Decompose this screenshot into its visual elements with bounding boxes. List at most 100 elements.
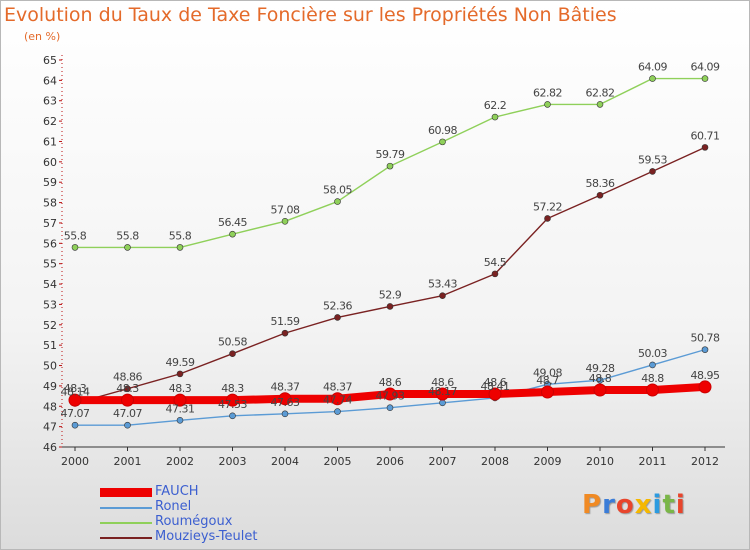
- y-tick-label: 49: [43, 380, 57, 393]
- x-tick-label: 2011: [639, 455, 667, 468]
- data-label-fauch: 48.3: [116, 382, 139, 395]
- axes: 46 47 48 49 50 51 52 53 54 55 56 57 58 59 60 61 62 63 64 65…: [43, 54, 725, 468]
- x-tick-label: 2001: [114, 455, 142, 468]
- logo-letter: x: [634, 490, 653, 520]
- data-point-fauch: [488, 387, 502, 401]
- data-labels: 48.3 48.3 48.3 48.3 48.37 48.37 48.6 48.6 48.6 48…: [61, 61, 721, 421]
- y-tick-label: 52: [43, 319, 57, 332]
- data-label-mouzieys-teulet: 49.59: [166, 356, 195, 369]
- y-tick-label: 50: [43, 360, 57, 373]
- data-label-roum-goux: 64.09: [691, 61, 720, 74]
- data-label-ronel: 48.41: [481, 380, 510, 393]
- data-point-fauch: [593, 383, 607, 397]
- x-tick-label: 2006: [376, 455, 404, 468]
- data-point-fauch: [121, 393, 134, 407]
- y-tick-label: 55: [43, 258, 57, 271]
- data-point-roum-goux: [439, 138, 446, 146]
- data-point-mouzieys-teulet: [701, 144, 709, 151]
- x-tick-label: 2002: [166, 455, 194, 468]
- data-point-fauch: [278, 392, 292, 406]
- data-label-mouzieys-teulet: 57.22: [533, 200, 562, 213]
- data-point-ronel: [229, 412, 236, 420]
- y-tick-label: 46: [43, 441, 57, 454]
- data-label-mouzieys-teulet: 58.36: [586, 177, 615, 190]
- data-label-roum-goux: 56.45: [218, 216, 247, 229]
- data-point-mouzieys-teulet: [596, 191, 604, 199]
- data-label-mouzieys-teulet: 52.36: [323, 299, 352, 312]
- data-label-ronel: 47.07: [113, 407, 142, 420]
- data-label-fauch: 48.8: [589, 372, 612, 385]
- data-point-ronel: [386, 404, 394, 411]
- legend-label-mouzieys-teulet: Mouzieys-Teulet: [155, 529, 258, 544]
- proxiti-logo: Proxiti: [582, 490, 686, 520]
- data-point-mouzieys-teulet: [491, 270, 499, 278]
- data-label-ronel: 48.17: [428, 385, 457, 398]
- logo-letter: P: [582, 490, 603, 520]
- data-label-mouzieys-teulet: 54.5: [484, 256, 507, 269]
- data-label-mouzieys-teulet: 53.43: [428, 278, 457, 291]
- logo-letter: i: [652, 490, 663, 520]
- data-point-fauch: [436, 387, 449, 401]
- y-tick-label: 60: [43, 156, 57, 169]
- data-label-fauch: 48.37: [323, 381, 352, 394]
- data-point-ronel: [439, 399, 446, 407]
- data-point-roum-goux: [701, 75, 709, 82]
- data-point-ronel: [281, 410, 289, 418]
- data-point-fauch: [173, 393, 187, 407]
- data-label-roum-goux: 58.05: [323, 184, 352, 197]
- data-label-mouzieys-teulet: 51.59: [271, 315, 300, 328]
- logo-letter: o: [615, 490, 635, 520]
- x-tick-label: 2005: [324, 455, 352, 468]
- data-label-fauch: 48.8: [641, 372, 664, 385]
- x-tick-label: 2008: [481, 455, 509, 468]
- data-label-fauch: 48.3: [169, 382, 192, 395]
- data-point-roum-goux: [71, 244, 79, 251]
- chart-title: Evolution du Taux de Taxe Foncière sur l…: [4, 4, 617, 26]
- x-tick-label: 2004: [271, 455, 299, 468]
- data-point-roum-goux: [281, 218, 289, 225]
- logo-text: Proxiti: [582, 490, 686, 520]
- x-tick-label: 2012: [691, 455, 719, 468]
- data-point-fauch: [541, 385, 554, 399]
- data-point-mouzieys-teulet: [334, 314, 341, 321]
- legend-swatch-roumegoux: [100, 522, 152, 524]
- data-point-roum-goux: [386, 162, 394, 170]
- data-point-fauch: [698, 380, 712, 394]
- data-label-mouzieys-teulet: 50.58: [218, 336, 247, 349]
- legend-swatch-mouzieys-teulet: [100, 537, 152, 539]
- legend-label-ronel: Ronel: [155, 499, 192, 514]
- data-point-roum-goux: [334, 198, 341, 205]
- legend-label-roumegoux: Roumégoux: [155, 514, 233, 529]
- logo-letter: r: [602, 490, 616, 520]
- data-point-ronel: [71, 421, 79, 429]
- data-point-ronel: [124, 421, 131, 429]
- data-label-roum-goux: 59.79: [376, 148, 405, 161]
- x-tick-label: 2010: [586, 455, 614, 468]
- legend-swatch-ronel: [100, 507, 152, 509]
- data-label-ronel: 49.08: [533, 366, 562, 379]
- data-point-roum-goux: [596, 101, 604, 108]
- data-label-fauch: 48.6: [431, 376, 454, 389]
- y-tick-label: 62: [43, 115, 57, 128]
- y-tick-label: 57: [43, 217, 57, 230]
- x-tick-label: 2007: [429, 455, 457, 468]
- y-tick-label: 56: [43, 237, 57, 250]
- data-label-ronel: 50.78: [691, 332, 720, 345]
- data-point-roum-goux: [544, 101, 551, 108]
- y-tick-label: 65: [43, 54, 57, 67]
- data-point-fauch: [68, 393, 82, 407]
- x-tick-label: 2003: [219, 455, 247, 468]
- data-point-ronel: [649, 361, 656, 369]
- data-label-fauch: 48.37: [271, 381, 300, 394]
- data-label-ronel: 47.74: [323, 394, 352, 407]
- data-label-roum-goux: 55.8: [169, 229, 192, 242]
- data-label-roum-goux: 55.8: [116, 229, 139, 242]
- x-tick-label: 2009: [534, 455, 562, 468]
- data-label-mouzieys-teulet: 59.53: [638, 153, 667, 166]
- data-label-roum-goux: 62.82: [533, 86, 562, 99]
- data-label-ronel: 50.03: [638, 347, 667, 360]
- logo-letter: t: [662, 490, 676, 520]
- data-point-ronel: [701, 346, 709, 353]
- data-label-fauch: 48.3: [221, 382, 244, 395]
